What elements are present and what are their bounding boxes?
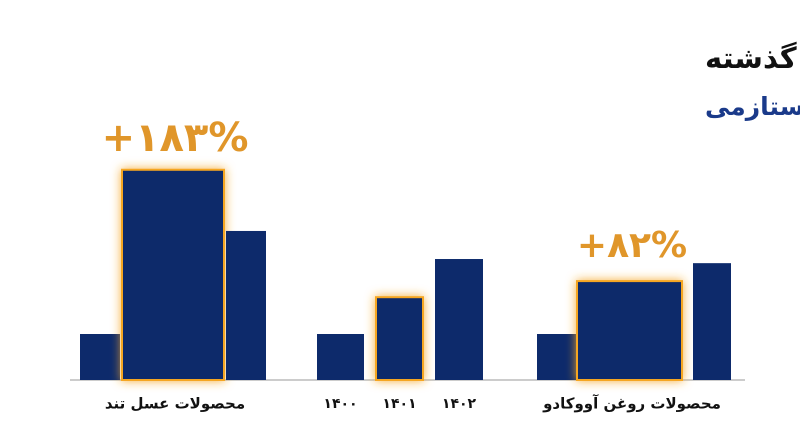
bar	[693, 263, 731, 380]
bar	[121, 168, 225, 381]
annotation: +۱۸۳%	[102, 115, 249, 161]
category-label: محصولات عسل تند	[105, 395, 245, 413]
bar	[80, 334, 120, 380]
bar	[435, 259, 483, 380]
bar	[537, 334, 576, 380]
bar	[576, 280, 683, 382]
bar	[375, 296, 424, 382]
legend-label: ۱۴۰۱	[382, 396, 416, 412]
category-label: محصولات روغن آووکادو	[542, 395, 721, 413]
chart-subtitle: تنند، وساستازمی	[705, 92, 800, 122]
legend-label: ۱۴۰۰	[323, 396, 357, 412]
annotation: +۸۲%	[577, 225, 687, 266]
chart-title: رشد سریع روندهای تنقلات در ۳ سال گذشته	[705, 41, 800, 75]
bar	[226, 230, 266, 380]
bar	[317, 334, 364, 380]
legend-label: ۱۴۰۲	[442, 396, 477, 412]
